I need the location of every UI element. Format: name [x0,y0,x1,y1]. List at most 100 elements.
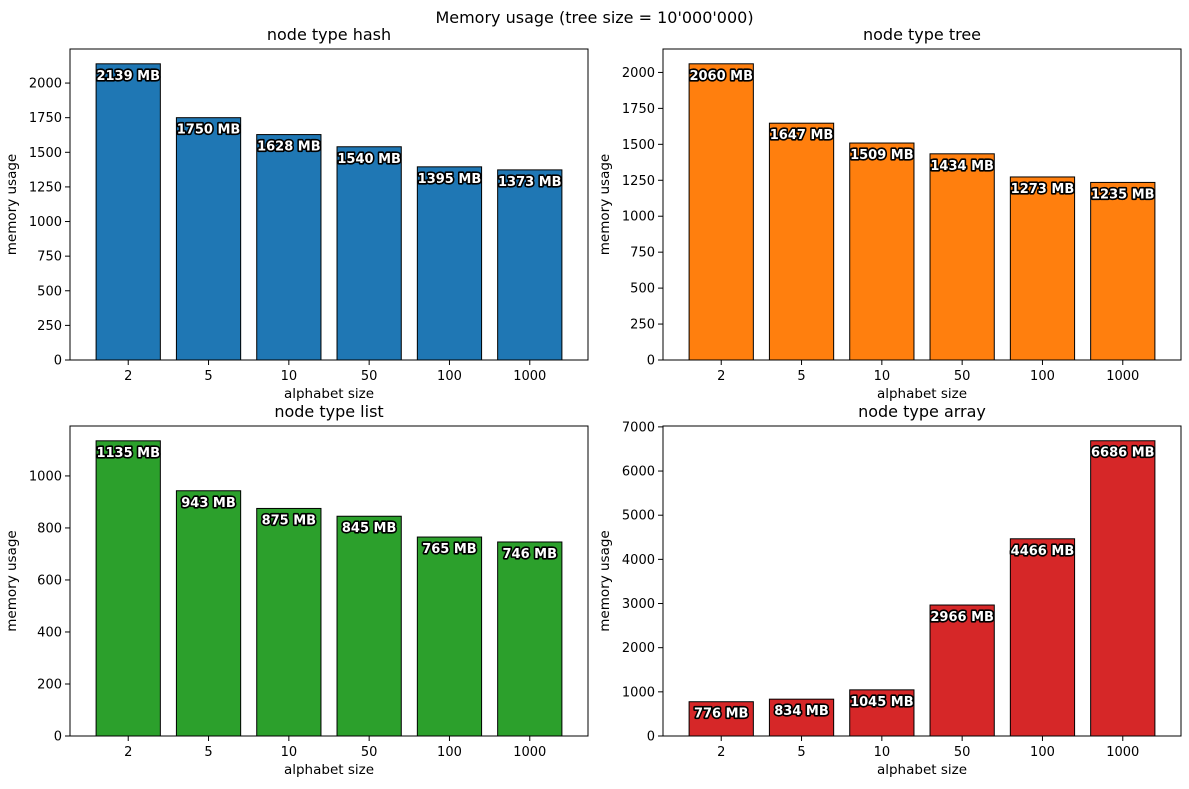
bar [688,701,754,737]
x-tick-label: 5 [797,745,805,760]
x-tick-label: 1000 [513,369,546,384]
x-tick-label: 1000 [1106,745,1139,760]
y-tick-label: 600 [37,573,62,588]
figure-title: Memory usage (tree size = 10'000'000) [435,8,753,27]
y-tick-label: 1500 [29,146,62,161]
y-axis-label: memory usage [597,530,613,631]
bar [336,515,402,737]
chart-title: node type array [858,402,986,421]
x-axis-label: alphabet size [877,386,967,402]
y-tick-label: 1750 [29,111,62,126]
y-tick-label: 500 [37,284,62,299]
bar-data-label: 1434 MB [930,159,994,174]
x-axis-label: alphabet size [284,386,374,402]
x-tick-label: 50 [954,745,971,760]
bar [929,604,995,737]
bar [849,142,915,361]
y-tick-label: 1500 [622,138,655,153]
x-tick-label: 50 [954,369,971,384]
bar-data-label: 4466 MB [1011,544,1075,559]
y-tick-label: 6000 [622,465,655,480]
chart-0: node type hash 2 5 10 50 100 1000 0 250 500 750 100… [4,25,589,402]
x-tick-label: 100 [1030,369,1055,384]
bar [768,122,835,361]
bar-data-label: 2966 MB [930,610,994,625]
chart-2: node type list 2 5 10 50 100 1000 0 200 400 600 800… [4,402,589,778]
y-tick-label: 2000 [622,66,655,81]
x-tick-label: 1000 [1106,369,1139,384]
bar [336,146,402,361]
y-tick-label: 1750 [622,102,655,117]
y-tick-label: 750 [37,250,62,265]
bar-data-label: 1395 MB [418,172,482,187]
bar [175,117,242,361]
bar [1009,538,1076,737]
x-tick-label: 5 [204,745,212,760]
x-tick-label: 2 [124,369,132,384]
chart-title: node type list [274,402,383,421]
bar-data-label: 845 MB [342,521,397,536]
bar-data-label: 1045 MB [850,695,914,710]
bar [1090,181,1156,361]
plot-frame [662,48,1182,361]
x-axis-label: alphabet size [877,762,967,778]
y-tick-label: 1000 [29,215,62,230]
y-axis-label: memory usage [4,154,20,255]
bar-data-label: 1647 MB [770,128,834,143]
plot-frame [662,425,1182,737]
bar-data-label: 2139 MB [96,69,160,84]
y-axis-label: memory usage [4,530,20,631]
y-axis-label: memory usage [597,154,613,255]
y-tick-label: 3000 [622,597,655,612]
x-tick-label: 10 [874,745,891,760]
bar-data-label: 1235 MB [1091,187,1155,202]
bar [1009,176,1076,361]
y-tick-label: 0 [647,730,655,745]
bar-data-label: 1273 MB [1011,182,1075,197]
y-tick-label: 800 [37,521,62,536]
chart-1: node type tree 2 5 10 50 100 1000 0 250 500 750 100… [597,25,1182,402]
x-tick-label: 50 [361,369,378,384]
bar-data-label: 765 MB [422,542,477,557]
x-tick-label: 2 [717,745,725,760]
x-tick-label: 100 [1030,745,1055,760]
chart-title: node type tree [863,25,981,44]
x-tick-label: 2 [717,369,725,384]
y-tick-label: 750 [630,246,655,261]
x-tick-label: 50 [361,745,378,760]
bar-data-label: 943 MB [181,496,236,511]
y-tick-label: 0 [54,354,62,369]
x-tick-label: 10 [281,369,298,384]
x-tick-label: 2 [124,745,132,760]
y-tick-label: 250 [630,318,655,333]
plot-frame [69,48,589,361]
x-tick-label: 100 [437,745,462,760]
x-tick-label: 10 [281,745,298,760]
x-tick-label: 10 [874,369,891,384]
x-tick-label: 5 [204,369,212,384]
bar [768,698,835,737]
x-axis-label: alphabet size [284,762,374,778]
bar-data-label: 1373 MB [498,175,562,190]
bar [256,507,322,737]
y-tick-label: 1000 [622,685,655,700]
y-tick-label: 0 [647,354,655,369]
bar [1090,440,1156,737]
bar [95,63,161,361]
bar-data-label: 6686 MB [1091,446,1155,461]
x-tick-label: 100 [437,369,462,384]
y-tick-label: 2000 [29,77,62,92]
y-tick-label: 7000 [622,420,655,435]
bar-data-label: 2060 MB [689,69,753,84]
bar-data-label: 834 MB [774,704,829,719]
bar [688,63,754,361]
y-tick-label: 1000 [29,469,62,484]
bar-data-label: 1540 MB [337,152,401,167]
y-tick-label: 1250 [29,180,62,195]
y-tick-label: 1250 [622,174,655,189]
bar [416,166,483,361]
bar-data-label: 1750 MB [177,123,241,138]
bar [416,536,483,737]
